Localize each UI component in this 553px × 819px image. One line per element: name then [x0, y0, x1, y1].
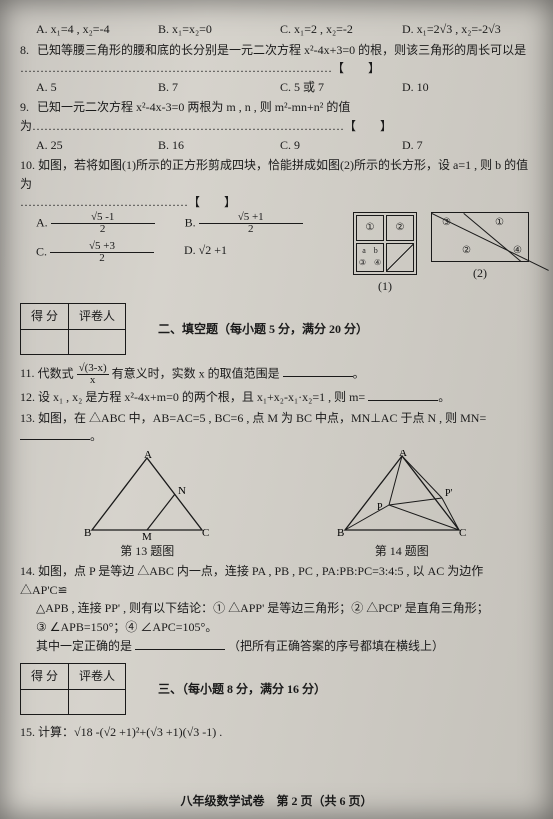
svg-text:A: A [144, 450, 152, 461]
q10-figures: ①② a b③ ④ (1) ③ ① ② ④ (2) [353, 212, 529, 295]
q8-d: D. 10 [402, 78, 502, 97]
opt-c: C. x₁=2 , x₂=-2 [280, 20, 380, 39]
score-box-1: 得 分评卷人 [20, 303, 126, 355]
q8-num: 8. [20, 41, 34, 60]
opt-a: A. x₁=4 , x₂=-4 [36, 20, 136, 39]
score-box-2: 得 分评卷人 [20, 663, 126, 715]
reviewer-label: 评卷人 [69, 304, 126, 330]
svg-text:A: A [399, 450, 407, 459]
q10-fig1: ①② a b③ ④ [353, 212, 417, 275]
q10-a: A. √5 -12 [36, 212, 155, 235]
q12-blank[interactable] [368, 388, 438, 401]
q11: 11. 代数式 √(3-x)x 有意义时，实数 x 的取值范围是 。 [20, 363, 529, 386]
q8: 8. 已知等腰三角形的腰和底的长分别是一元二次方程 x²-4x+3=0 的根，则… [20, 41, 529, 97]
q8-b: B. 7 [158, 78, 258, 97]
opt-d: D. x₁=2√3 , x₂=-2√3 [402, 20, 502, 39]
q10-c: C. √5 +32 [36, 241, 154, 264]
q8-text: 已知等腰三角形的腰和底的长分别是一元二次方程 x²-4x+3=0 的根，则该三角… [37, 43, 526, 57]
q9-d: D. 7 [402, 136, 502, 155]
q10-fig2: ③ ① ② ④ [431, 212, 529, 262]
svg-text:B: B [337, 527, 344, 539]
score-label: 得 分 [21, 304, 69, 330]
q10-b: B. √5 +12 [185, 212, 303, 235]
q8-dots [20, 59, 529, 78]
q9-b: B. 16 [158, 136, 258, 155]
q12: 12. 设 x₁ , x₂ 是方程 x²-4x+m=0 的两个根，且 x₁+x₂… [20, 388, 529, 407]
q9-num: 9. [20, 98, 34, 117]
fig14-caption: 第 14 题图 [327, 542, 477, 561]
q8-a: A. 5 [36, 78, 136, 97]
svg-text:M: M [142, 531, 152, 540]
svg-text:B: B [84, 527, 91, 539]
q13: 13. 如图，在 △ABC 中，AB=AC=5 , BC=6 , 点 M 为 B… [20, 409, 529, 446]
q9: 9. 已知一元二次方程 x²-4x-3=0 两根为 m , n , 则 m²-m… [20, 98, 529, 154]
q13-blank[interactable] [20, 427, 90, 440]
svg-text:C: C [202, 527, 209, 539]
q9-c: C. 9 [280, 136, 380, 155]
q10-text: 如图，若将如图(1)所示的正方形剪成四块，恰能拼成如图(2)所示的长方形，设 a… [20, 158, 528, 191]
q10-cap2: (2) [431, 264, 529, 283]
opt-b: B. x₁=x₂=0 [158, 20, 258, 39]
q10-num: 10. [20, 156, 35, 175]
q8-c: C. 5 或 7 [280, 78, 380, 97]
q14-blank[interactable] [135, 637, 225, 650]
section-2-title: 二、填空题（每小题 5 分，满分 20 分） [158, 320, 368, 339]
q14: 14. 如图，点 P 是等边 △ABC 内一点，连接 PA , PB , PC … [20, 562, 529, 655]
q10: 10. 如图，若将如图(1)所示的正方形剪成四块，恰能拼成如图(2)所示的长方形… [20, 156, 529, 295]
q11-blank[interactable] [283, 364, 353, 377]
svg-text:P': P' [445, 488, 453, 499]
q15: 15. 计算：√18 -(√2 +1)²+(√3 +1)(√3 -1) . [20, 723, 529, 742]
fig13-caption: 第 13 题图 [72, 542, 222, 561]
fig14-svg: A B C P P' [327, 450, 477, 540]
section-3-title: 三、（每小题 8 分，满分 16 分） [158, 680, 326, 699]
svg-text:P: P [377, 502, 383, 513]
svg-text:N: N [178, 485, 186, 497]
q10-cap1: (1) [353, 277, 417, 296]
q7-options: A. x₁=4 , x₂=-4 B. x₁=x₂=0 C. x₁=2 , x₂=… [20, 20, 529, 39]
figures-row: A B C M N 第 13 题图 A B C P P' [20, 450, 529, 561]
q9-a: A. 25 [36, 136, 136, 155]
svg-text:C: C [459, 527, 466, 539]
page-footer: 八年级数学试卷 第 2 页（共 6 页） [0, 792, 553, 811]
fig13-svg: A B C M N [72, 450, 222, 540]
q10-d: D. √2 +1 [184, 241, 284, 264]
